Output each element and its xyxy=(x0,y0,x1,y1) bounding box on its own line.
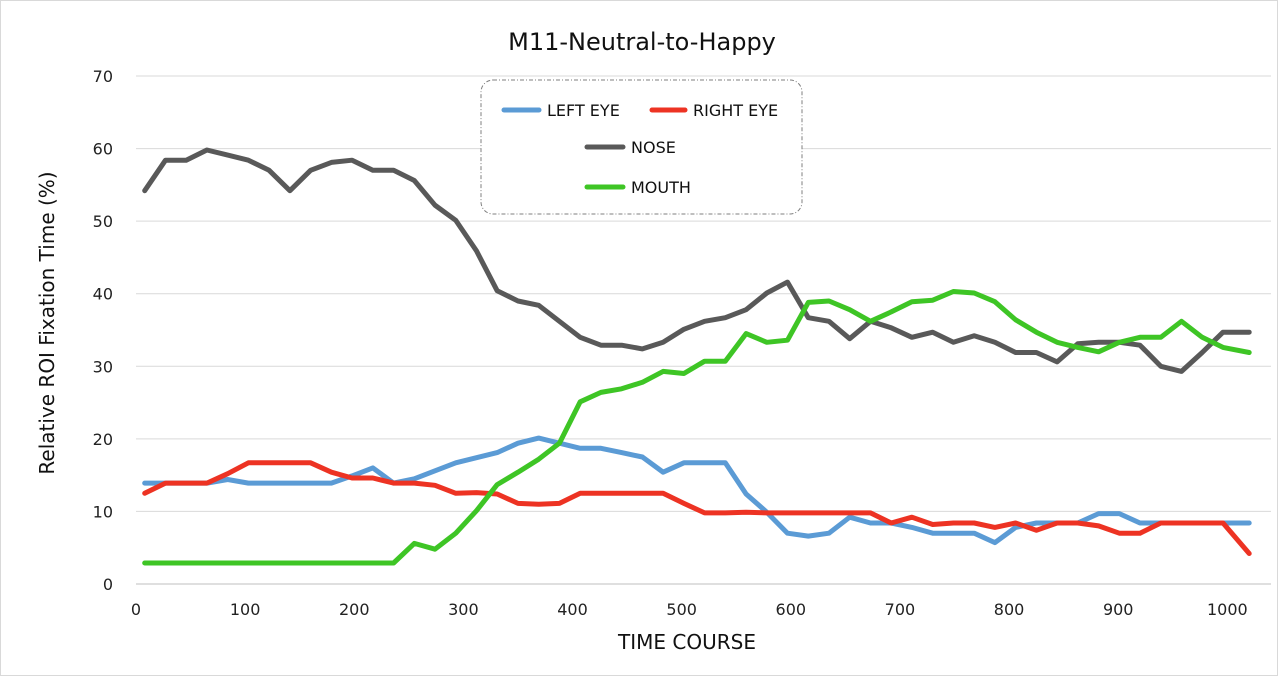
chart-title: M11-Neutral-to-Happy xyxy=(508,28,776,56)
grid-lines xyxy=(136,75,1271,585)
legend: LEFT EYE RIGHT EYE NOSE MOUTH xyxy=(480,79,803,215)
x-tick-label: 900 xyxy=(1103,600,1134,619)
y-tick-label: 0 xyxy=(103,575,113,594)
x-tick-label: 200 xyxy=(339,600,370,619)
series-line-nose xyxy=(142,147,1252,374)
series-line-right-eye xyxy=(142,460,1252,556)
y-tick-label: 50 xyxy=(93,212,113,231)
x-tick-label: 300 xyxy=(448,600,479,619)
x-tick-labels: 0 100 200 300 400 500 600 700 800 900 1000 xyxy=(131,600,1248,619)
legend-label-nose: NOSE xyxy=(631,138,676,157)
x-tick-label: 400 xyxy=(557,600,588,619)
legend-label-left-eye: LEFT EYE xyxy=(547,101,620,120)
x-tick-label: 700 xyxy=(885,600,916,619)
x-tick-label: 1000 xyxy=(1207,600,1248,619)
y-tick-label: 70 xyxy=(93,67,113,86)
series-lines xyxy=(142,147,1252,566)
series-line-mouth xyxy=(142,289,1252,566)
x-tick-label: 100 xyxy=(230,600,261,619)
legend-label-mouth: MOUTH xyxy=(631,178,691,197)
y-axis-title: Relative ROI Fixation Time (%) xyxy=(35,171,59,474)
y-tick-labels: 0 10 20 30 40 50 60 70 xyxy=(93,67,113,594)
x-tick-label: 600 xyxy=(776,600,807,619)
series-line-left-eye xyxy=(142,435,1252,546)
y-tick-label: 30 xyxy=(93,357,113,376)
y-tick-label: 20 xyxy=(93,430,113,449)
x-tick-label: 0 xyxy=(131,600,141,619)
x-axis-title: TIME COURSE xyxy=(617,630,756,654)
y-tick-label: 40 xyxy=(93,285,113,304)
legend-label-right-eye: RIGHT EYE xyxy=(693,101,778,120)
legend-box xyxy=(480,79,803,215)
x-tick-label: 500 xyxy=(666,600,697,619)
x-tick-label: 800 xyxy=(994,600,1025,619)
y-tick-label: 60 xyxy=(93,140,113,159)
y-tick-label: 10 xyxy=(93,502,113,521)
